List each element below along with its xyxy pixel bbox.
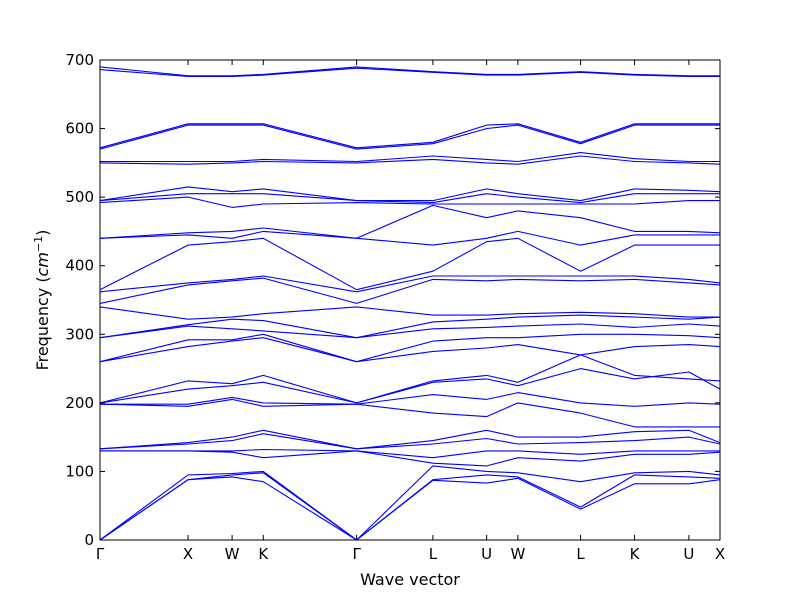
band-line-21: [99, 204, 721, 239]
band-line-24: [99, 186, 721, 202]
band-line-20: [99, 230, 720, 246]
plot-frame: [99, 59, 721, 541]
band-line-19: [99, 237, 720, 291]
band-line-16: [99, 306, 720, 320]
band-line-28: [99, 123, 720, 149]
band-line-1: [99, 476, 721, 541]
y-tick-label: 400: [65, 257, 94, 275]
y-axis-label-close: ): [33, 230, 52, 236]
band-line-7: [99, 429, 721, 450]
x-axis-label: Wave vector: [360, 570, 460, 589]
y-tick-label: 700: [65, 51, 94, 69]
band-line-11: [99, 354, 721, 404]
band-line-12: [99, 337, 721, 363]
band-line-2: [99, 472, 721, 541]
band-line-22: [99, 196, 720, 208]
x-tick-label: L: [429, 545, 438, 563]
y-tick-label: 100: [65, 462, 94, 480]
y-axis-label: Frequency (cm−1): [32, 230, 53, 371]
band-line-30: [99, 66, 720, 77]
y-tick-label: 300: [65, 325, 94, 343]
band-line-6: [99, 433, 721, 450]
x-tick-label: X: [715, 545, 725, 563]
y-tick-label: 200: [65, 394, 94, 412]
x-tick-label: W: [510, 545, 525, 563]
y-axis-label-exponent: −1: [32, 236, 45, 252]
band-line-8: [99, 398, 720, 428]
x-tick-label: W: [225, 545, 240, 563]
band-line-18: [99, 275, 721, 293]
band-line-25: [99, 155, 721, 165]
y-tick-label: 600: [65, 120, 94, 138]
band-line-10: [99, 368, 721, 404]
y-axis-label-text: Frequency (: [33, 276, 52, 370]
band-line-13: [99, 333, 721, 363]
y-tick-label: 500: [65, 188, 94, 206]
band-line-17: [99, 277, 721, 304]
y-axis-label-unit: cm: [33, 252, 52, 276]
y-tick-label: 0: [84, 531, 94, 549]
band-line-26: [100, 152, 720, 163]
x-tick-label: X: [183, 545, 193, 563]
band-line-15: [99, 314, 721, 339]
x-tick-label: K: [630, 545, 641, 563]
band-line-3: [99, 465, 721, 541]
band-line-5: [100, 448, 720, 459]
y-axis-ticks: 0 100 200 300 400 500 600 700: [65, 51, 720, 549]
x-tick-label: U: [481, 545, 492, 563]
x-tick-label: Γ: [96, 545, 105, 563]
band-line-29: [99, 67, 720, 78]
band-line-23: [99, 193, 720, 204]
x-tick-label: Γ: [352, 545, 361, 563]
band-line-9: [100, 392, 721, 407]
x-tick-label: K: [258, 545, 269, 563]
band-lines: [99, 66, 721, 541]
band-line-14: [99, 323, 721, 339]
band-line-4: [100, 450, 721, 467]
band-line-27: [99, 124, 720, 150]
x-tick-label: L: [576, 545, 585, 563]
x-tick-label: U: [683, 545, 694, 563]
